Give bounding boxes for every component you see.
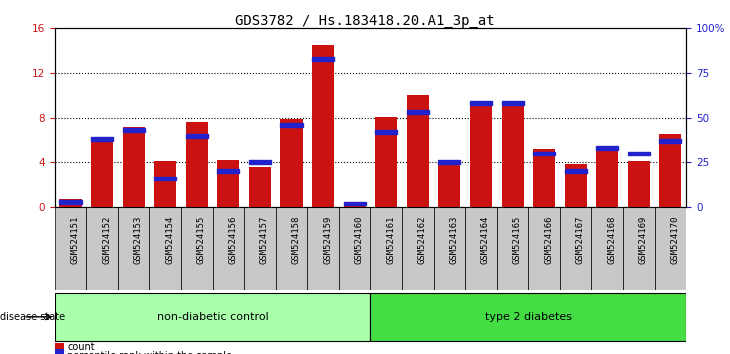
Bar	[181, 207, 212, 290]
Bar	[55, 207, 86, 290]
Bar	[529, 207, 560, 290]
Bar	[249, 160, 271, 164]
Bar	[596, 151, 618, 207]
Text: GSM524167: GSM524167	[576, 215, 585, 264]
Bar	[533, 152, 556, 155]
Bar	[502, 101, 523, 207]
Bar	[591, 207, 623, 290]
Bar	[623, 207, 655, 290]
Text: GSM524160: GSM524160	[355, 215, 364, 264]
Bar	[91, 138, 113, 207]
Bar	[249, 167, 271, 207]
Bar	[502, 102, 523, 105]
Bar	[375, 116, 397, 207]
Text: GSM524156: GSM524156	[228, 215, 237, 264]
Bar	[628, 161, 650, 207]
Bar	[154, 177, 177, 181]
Bar	[344, 201, 366, 205]
Text: count: count	[67, 342, 95, 352]
Bar	[407, 110, 429, 114]
Bar	[307, 207, 339, 290]
Bar	[123, 127, 145, 207]
Bar	[470, 101, 492, 207]
Bar	[564, 169, 587, 173]
Text: GDS3782 / Hs.183418.20.A1_3p_at: GDS3782 / Hs.183418.20.A1_3p_at	[235, 14, 495, 28]
Bar	[280, 119, 303, 207]
Bar	[280, 123, 303, 127]
Bar	[276, 207, 307, 290]
Bar	[55, 293, 370, 341]
Bar	[154, 161, 177, 207]
Bar	[244, 207, 276, 290]
Bar	[370, 293, 686, 341]
Text: GSM524153: GSM524153	[134, 215, 142, 264]
Bar	[496, 207, 529, 290]
Bar	[370, 207, 402, 290]
Text: GSM524165: GSM524165	[512, 215, 521, 264]
Bar	[375, 130, 397, 134]
Text: GSM524155: GSM524155	[197, 215, 206, 264]
Text: GSM524161: GSM524161	[386, 215, 395, 264]
Bar	[150, 207, 181, 290]
Text: GSM524169: GSM524169	[639, 215, 648, 264]
Bar	[212, 207, 244, 290]
Text: percentile rank within the sample: percentile rank within the sample	[67, 351, 232, 354]
Text: GSM524159: GSM524159	[323, 215, 332, 264]
Text: GSM524166: GSM524166	[544, 215, 553, 264]
Bar	[533, 149, 556, 207]
Bar	[659, 135, 682, 207]
Bar	[560, 207, 591, 290]
Text: GSM524152: GSM524152	[102, 215, 111, 264]
Bar	[339, 207, 370, 290]
Bar	[123, 128, 145, 132]
Text: type 2 diabetes: type 2 diabetes	[485, 312, 572, 322]
Bar	[465, 207, 496, 290]
Bar	[564, 164, 587, 207]
Text: GSM524168: GSM524168	[607, 215, 616, 264]
Text: GSM524158: GSM524158	[291, 215, 301, 264]
Bar	[659, 139, 682, 143]
Bar	[655, 207, 686, 290]
Bar	[470, 102, 492, 105]
Bar	[344, 204, 366, 207]
Text: disease state: disease state	[0, 312, 65, 322]
Bar	[407, 95, 429, 207]
Text: non-diabetic control: non-diabetic control	[157, 312, 269, 322]
Text: GSM524164: GSM524164	[481, 215, 490, 264]
Bar	[218, 169, 239, 173]
Bar	[218, 160, 239, 207]
Text: GSM524154: GSM524154	[165, 215, 174, 264]
Text: GSM524170: GSM524170	[670, 215, 680, 264]
Bar	[434, 207, 465, 290]
Text: GSM524157: GSM524157	[260, 215, 269, 264]
Bar	[312, 45, 334, 207]
Text: GSM524162: GSM524162	[418, 215, 427, 264]
Text: GSM524163: GSM524163	[450, 215, 458, 264]
Bar	[86, 207, 118, 290]
Bar	[596, 146, 618, 150]
Bar	[59, 200, 82, 204]
Bar	[628, 152, 650, 155]
Bar	[59, 199, 82, 207]
Bar	[91, 137, 113, 141]
Bar	[402, 207, 434, 290]
Bar	[312, 57, 334, 61]
Bar	[185, 122, 208, 207]
Bar	[438, 160, 461, 164]
Text: GSM524151: GSM524151	[71, 215, 80, 264]
Bar	[438, 160, 461, 207]
Bar	[118, 207, 150, 290]
Bar	[185, 133, 208, 138]
